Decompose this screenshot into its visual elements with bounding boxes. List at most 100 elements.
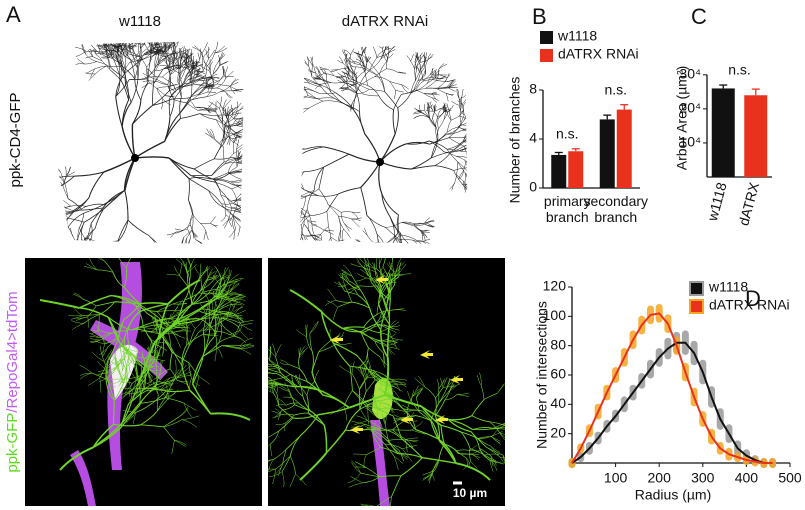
dendrite xyxy=(365,249,374,253)
dendrite xyxy=(486,135,492,141)
dendrite xyxy=(19,216,27,217)
dendrite xyxy=(479,117,485,119)
dendrite xyxy=(322,243,325,249)
dendrite xyxy=(478,138,484,144)
dendrite xyxy=(474,181,476,189)
dendrite xyxy=(106,30,109,39)
dendrite xyxy=(35,232,41,238)
dendrite xyxy=(276,193,281,203)
dendrite xyxy=(242,223,247,233)
bar xyxy=(617,110,632,188)
dendrite xyxy=(70,249,73,254)
dendrite xyxy=(287,95,295,98)
dendrite xyxy=(190,97,207,101)
dendrite xyxy=(53,201,59,209)
dendrite xyxy=(295,96,308,102)
dendrite xyxy=(249,141,258,149)
dendrite xyxy=(263,141,269,146)
dendrite xyxy=(42,204,53,211)
dendrite xyxy=(11,228,24,232)
dendrite xyxy=(55,228,59,236)
dendrite xyxy=(77,249,83,250)
dendrite xyxy=(53,204,58,218)
dendrite xyxy=(482,123,490,125)
dendrite xyxy=(41,237,51,238)
dendrite xyxy=(468,121,476,129)
dendrite xyxy=(485,116,488,127)
dendrite xyxy=(253,189,264,190)
dendrite xyxy=(461,151,471,153)
dendrite xyxy=(76,246,83,252)
dendrite xyxy=(267,155,272,161)
dendrite xyxy=(109,21,112,35)
dendrite xyxy=(293,76,302,77)
dendrite xyxy=(476,183,487,186)
dendrite xyxy=(377,234,379,252)
dendrite xyxy=(106,28,107,36)
dendrite xyxy=(248,163,255,167)
dendrite xyxy=(108,35,110,44)
dendrite xyxy=(49,209,59,211)
dendrite xyxy=(246,202,249,212)
dendrite xyxy=(426,110,434,111)
dendrite xyxy=(31,226,42,227)
dendrite xyxy=(294,197,306,199)
dendrite xyxy=(487,159,494,165)
dendrite xyxy=(328,227,330,238)
dendrite xyxy=(357,247,365,249)
dendrite xyxy=(33,226,43,229)
dendrite xyxy=(256,190,266,191)
dendrite xyxy=(117,242,120,255)
dendrite xyxy=(164,250,178,257)
dendrite xyxy=(468,201,472,207)
dendrite xyxy=(162,69,173,77)
dendrite xyxy=(161,99,163,109)
dendrite xyxy=(50,194,54,201)
dendrite xyxy=(256,137,263,141)
dendrite xyxy=(301,73,302,83)
dendrite xyxy=(468,130,473,137)
dendrite xyxy=(62,201,66,208)
y-tick-label: 40 xyxy=(550,395,566,411)
dendrite xyxy=(476,188,488,189)
dendrite xyxy=(318,194,338,196)
dendrite xyxy=(488,156,496,160)
dendrite xyxy=(482,125,491,126)
dendrite xyxy=(316,98,334,99)
dendrite xyxy=(237,162,248,163)
dendrite xyxy=(100,252,106,255)
dendrite xyxy=(200,66,209,71)
y-axis-label: Number of branches xyxy=(507,77,523,204)
dendrite xyxy=(480,138,487,139)
dendrite xyxy=(210,217,216,224)
dendrite xyxy=(482,196,490,198)
dendrite xyxy=(18,216,27,217)
dendrite xyxy=(477,157,485,163)
dendrite xyxy=(91,208,103,224)
dendrite xyxy=(82,248,83,255)
dendrite xyxy=(295,70,305,78)
row-label-green: ppk-GFP xyxy=(4,413,21,473)
dendrite xyxy=(470,132,478,138)
dendrite xyxy=(24,224,32,226)
dendrite xyxy=(279,177,287,187)
dendrite xyxy=(284,169,289,183)
dendrite xyxy=(480,119,481,126)
dendrite xyxy=(274,178,282,180)
dendrite xyxy=(287,90,292,99)
dendrite xyxy=(364,243,372,249)
x-tick-label: 500 xyxy=(778,470,802,486)
dendrite xyxy=(367,243,376,246)
dendrite xyxy=(60,243,70,247)
legend-swatch xyxy=(540,31,553,44)
dendrite xyxy=(196,77,204,78)
dendrite xyxy=(64,243,73,247)
dendrite xyxy=(292,169,297,172)
dendrite xyxy=(30,179,50,183)
dendrite xyxy=(66,167,70,175)
dendrite xyxy=(43,239,46,248)
dendrite xyxy=(134,245,145,253)
dendrite xyxy=(355,245,364,246)
dendrite xyxy=(67,245,71,251)
dendrite xyxy=(279,196,281,205)
